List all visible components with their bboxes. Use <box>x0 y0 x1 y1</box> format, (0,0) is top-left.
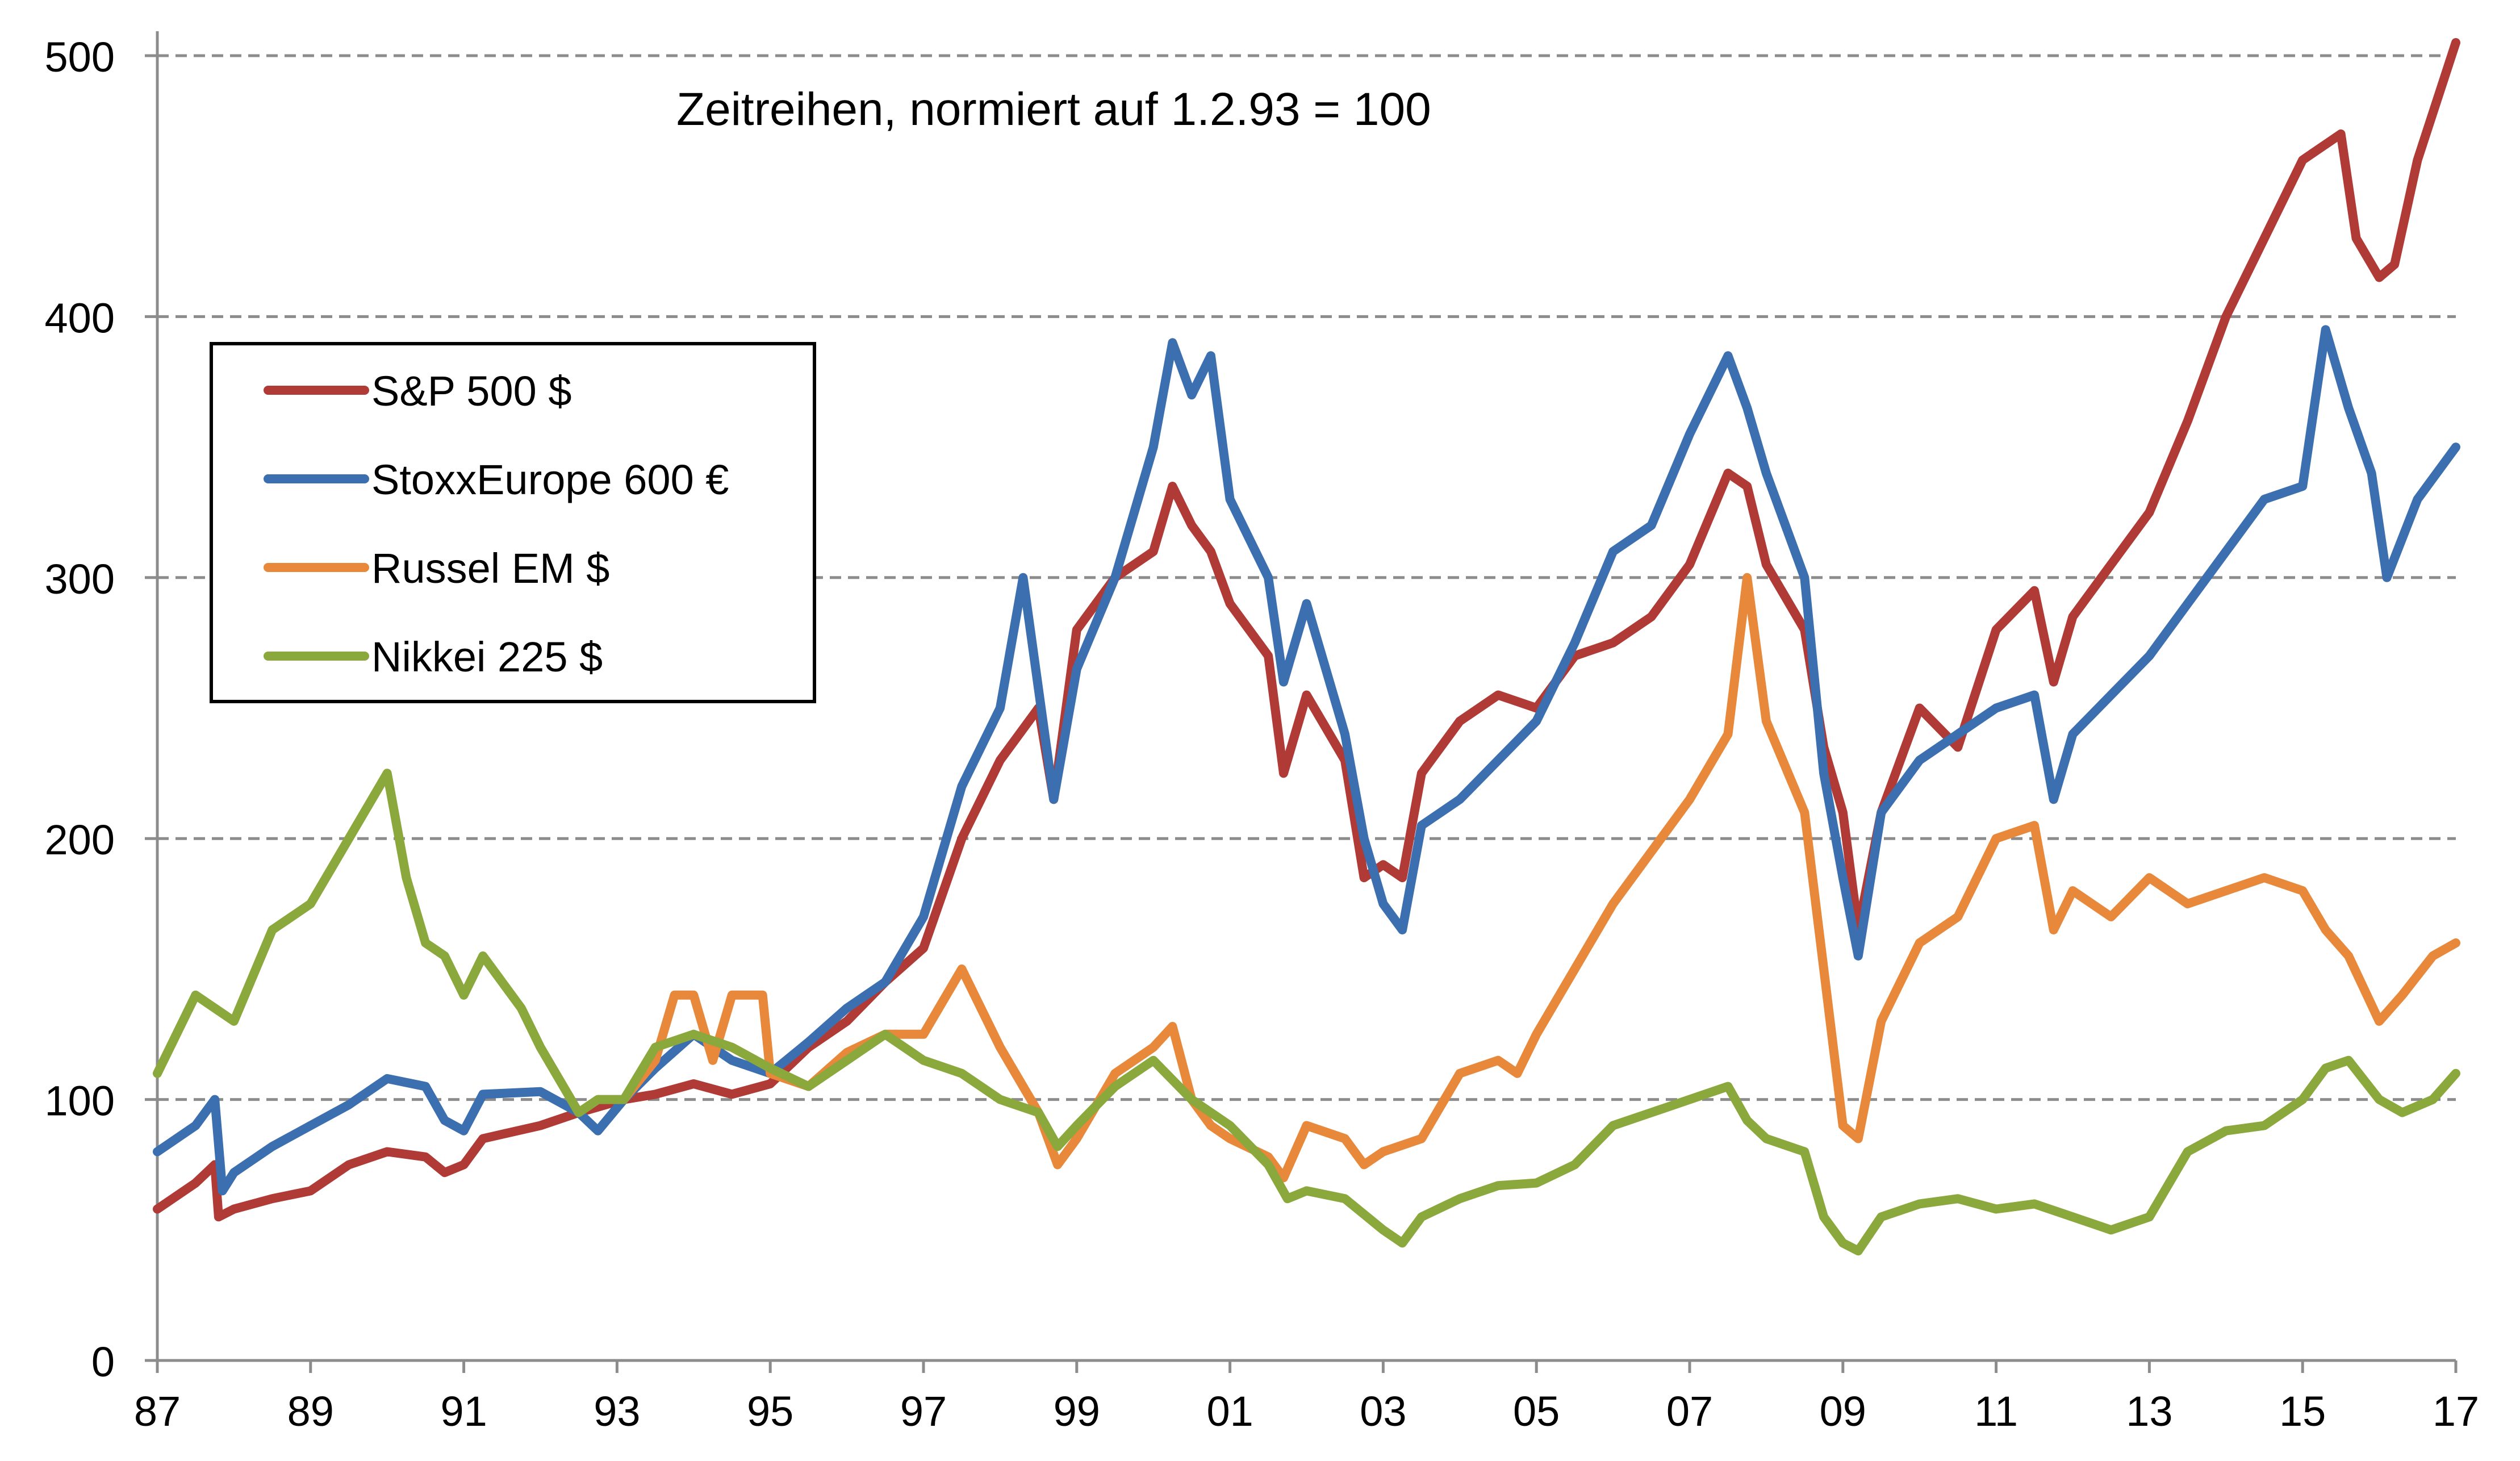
series-line-1 <box>153 325 2460 1196</box>
x-tick-label-91: 91 <box>440 1388 487 1435</box>
x-tick-label-95: 95 <box>747 1388 793 1435</box>
legend-label-2: Russel EM $ <box>371 545 609 592</box>
legend: S&P 500 $ StoxxEurope 600 € Russel EM $ Nik… <box>210 342 816 703</box>
x-tick-label-09: 09 <box>1820 1388 1866 1435</box>
legend-box <box>210 342 816 703</box>
legend-label-3: Nikkei 225 $ <box>371 633 603 681</box>
axes: 0 100 200 300 400 500 87 89 91 93 95 97 99 01 03 05 07 09… <box>45 31 2479 1435</box>
y-tick-label-500: 500 <box>45 34 115 81</box>
series-line-0 <box>153 38 2460 1222</box>
x-tick-label-01: 01 <box>1206 1388 1253 1435</box>
y-tick-label-200: 200 <box>45 816 115 863</box>
x-tick-label-17: 17 <box>2433 1388 2479 1435</box>
x-tick-label-89: 89 <box>287 1388 334 1435</box>
y-tick-label-100: 100 <box>45 1078 115 1125</box>
x-tick-label-15: 15 <box>2279 1388 2326 1435</box>
series-line-2 <box>619 573 2460 1183</box>
x-tick-label-97: 97 <box>900 1388 947 1435</box>
x-tick-label-87: 87 <box>134 1388 181 1435</box>
x-tick-label-03: 03 <box>1360 1388 1406 1435</box>
x-tick-label-13: 13 <box>2126 1388 2172 1435</box>
x-tick-label-11: 11 <box>1974 1388 2018 1435</box>
legend-label-0: S&P 500 $ <box>371 368 571 415</box>
y-tick-label-400: 400 <box>45 294 115 341</box>
y-tick-label-0: 0 <box>91 1338 115 1385</box>
x-tick-label-05: 05 <box>1513 1388 1560 1435</box>
legend-label-1: StoxxEurope 600 € <box>371 456 729 503</box>
y-tick-label-300: 300 <box>45 556 115 603</box>
series-line-3 <box>153 769 2460 1256</box>
x-tick-label-07: 07 <box>1666 1388 1713 1435</box>
series-lines <box>153 38 2460 1256</box>
x-tick-label-93: 93 <box>594 1388 640 1435</box>
x-tick-label-99: 99 <box>1054 1388 1100 1435</box>
chart-title: Zeitreihen, normiert auf 1.2.93 = 100 <box>676 84 1431 135</box>
